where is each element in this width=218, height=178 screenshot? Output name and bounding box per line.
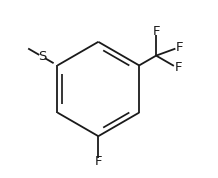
- Text: F: F: [95, 155, 102, 169]
- Text: F: F: [175, 61, 182, 74]
- Text: F: F: [176, 41, 184, 54]
- Text: F: F: [152, 25, 160, 38]
- Text: S: S: [38, 50, 46, 63]
